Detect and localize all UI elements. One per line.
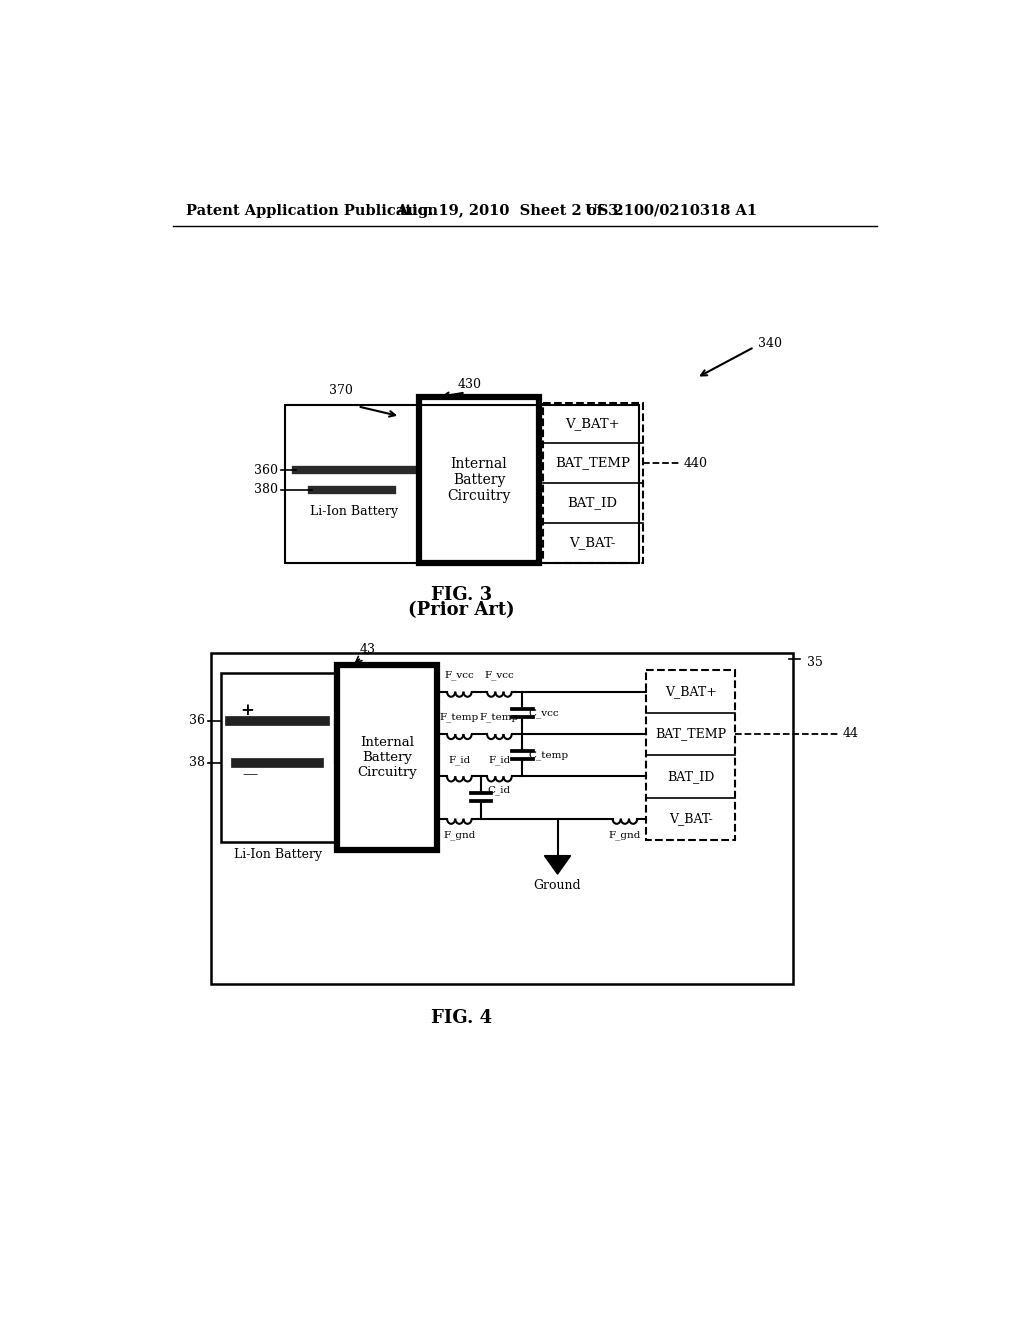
Polygon shape (545, 855, 570, 874)
Text: BAT_ID: BAT_ID (567, 496, 617, 510)
Text: Li-Ion Battery: Li-Ion Battery (233, 849, 322, 862)
Text: FIG. 4: FIG. 4 (431, 1010, 493, 1027)
Text: 370: 370 (329, 384, 352, 397)
Text: 36: 36 (189, 714, 205, 727)
Text: F_gnd: F_gnd (608, 830, 641, 840)
Text: Li-Ion Battery: Li-Ion Battery (310, 506, 398, 517)
Bar (419, 397, 539, 562)
Text: V_BAT-: V_BAT- (669, 812, 713, 825)
Text: BAT_TEMP: BAT_TEMP (655, 727, 726, 741)
Text: —: — (243, 767, 257, 780)
Text: C_vcc: C_vcc (528, 708, 559, 718)
Text: 440: 440 (683, 457, 708, 470)
Bar (211, 653, 793, 983)
Text: Internal
Battery
Circuitry: Internal Battery Circuitry (357, 737, 417, 779)
Text: FIG. 3: FIG. 3 (431, 586, 493, 603)
Text: F_id: F_id (449, 755, 470, 764)
Text: Internal
Battery
Circuitry: Internal Battery Circuitry (447, 457, 511, 503)
Text: (Prior Art): (Prior Art) (409, 601, 515, 619)
Text: F_temp: F_temp (480, 713, 519, 722)
Text: 44: 44 (843, 727, 859, 741)
Text: V_BAT+: V_BAT+ (565, 417, 620, 430)
Text: 38: 38 (189, 756, 205, 770)
Text: F_id: F_id (488, 755, 511, 764)
Text: Ground: Ground (534, 879, 582, 892)
Bar (220, 673, 335, 842)
Text: F_gnd: F_gnd (443, 830, 475, 840)
Bar (646, 671, 735, 840)
Text: V_BAT+: V_BAT+ (665, 685, 717, 698)
Text: 430: 430 (458, 378, 482, 391)
Text: BAT_TEMP: BAT_TEMP (555, 457, 630, 470)
Text: 360: 360 (254, 463, 279, 477)
Bar (285, 405, 639, 562)
Bar (543, 404, 643, 562)
Text: V_BAT-: V_BAT- (569, 536, 615, 549)
Text: Patent Application Publication: Patent Application Publication (186, 203, 438, 218)
Text: F_temp: F_temp (439, 713, 479, 722)
Text: Aug. 19, 2010  Sheet 2 of 3: Aug. 19, 2010 Sheet 2 of 3 (396, 203, 618, 218)
Text: F_vcc: F_vcc (484, 671, 514, 680)
Text: C_temp: C_temp (528, 750, 568, 760)
Text: +: + (241, 702, 255, 719)
Bar (337, 665, 437, 850)
Text: F_vcc: F_vcc (444, 671, 474, 680)
Text: C_id: C_id (487, 785, 510, 795)
Text: BAT_ID: BAT_ID (667, 770, 715, 783)
Text: 43: 43 (360, 643, 376, 656)
Text: 340: 340 (758, 338, 782, 351)
Text: US 2100/0210318 A1: US 2100/0210318 A1 (585, 203, 757, 218)
Text: 380: 380 (254, 483, 279, 496)
Text: 35: 35 (807, 656, 822, 669)
